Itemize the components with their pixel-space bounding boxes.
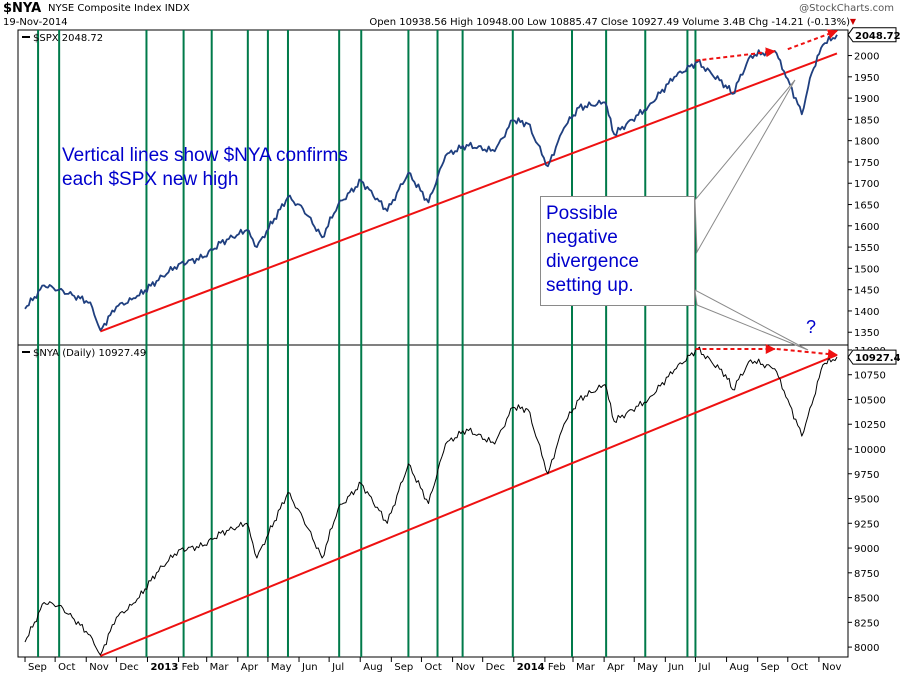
x-tick-label: Jun [301,662,318,673]
y-tick-label: 9250 [854,519,879,530]
brand-logo: @StockCharts.com [799,3,894,14]
symbol: $NYA [3,1,42,16]
y-tick-label: 1350 [854,328,879,339]
y-tick-label: 9750 [854,470,879,481]
x-tick-label: Dec [119,662,138,673]
y-tick-label: 1550 [854,243,879,254]
x-tick-label: Dec [486,662,505,673]
y-tick-label: 1800 [854,137,879,148]
x-tick-label: 2014 [517,662,545,673]
chart-header: $NYA NYSE Composite Index INDX 19-Nov-20… [0,0,900,30]
legend-label: $NYA (Daily) 10927.49 [33,348,146,359]
y-tick-label: 1900 [854,94,879,105]
ohlc-stats: Open 10938.56 High 10948.00 Low 10885.47… [369,17,850,28]
x-tick-label: Oct [424,662,441,673]
y-tick-label: 1750 [854,158,879,169]
y-tick-label: 1700 [854,179,879,190]
last-price-label: 2048.72 [855,31,900,42]
chart-date: 19-Nov-2014 [3,17,68,28]
x-tick-label: Oct [58,662,75,673]
y-tick-label: 1450 [854,286,879,297]
y-tick-label: 10750 [854,371,886,382]
x-tick-label: Aug [363,662,383,673]
y-tick-label: 10250 [854,420,886,431]
callout-pointer-nya [694,289,809,351]
annotation-vertical-lines: Vertical lines show $NYA confirms each $… [62,145,348,190]
divergence-arrow [776,347,838,359]
index-name: NYSE Composite Index INDX [48,3,190,14]
x-tick-label: Apr [241,662,259,673]
x-tick-label: Mar [576,662,596,673]
annotation-question-mark: ? [806,317,817,337]
x-tick-label: Sep [394,662,413,673]
x-tick-label: Nov [89,662,109,673]
trendline [99,52,838,333]
panel-frame-1 [17,344,849,658]
y-tick-label: 9500 [854,495,879,506]
x-tick-label: May [637,662,658,673]
x-tick-label: 2013 [150,662,178,673]
x-tick-label: Jul [331,662,344,673]
last-price-label: 10927.49 [855,353,900,364]
y-tick-label: 1850 [854,115,879,126]
x-tick-label: Nov [456,662,476,673]
x-tick-label: Mar [210,662,230,673]
y-tick-label: 1650 [854,201,879,212]
x-tick-label: Sep [28,662,47,673]
legend-label: $SPX 2048.72 [33,33,103,44]
spx-series-line [24,34,838,331]
last-price-box [847,27,897,43]
x-tick-label: Nov [822,662,842,673]
x-tick-label: Aug [730,662,750,673]
y-tick-label: 1500 [854,264,879,275]
divergence-arrow [695,47,776,62]
y-tick-label: 10000 [854,445,886,456]
y-tick-label: 8000 [854,643,879,654]
y-tick-label: 8500 [854,594,879,605]
x-tick-label: Apr [607,662,625,673]
y-tick-label: 1400 [854,307,879,318]
last-price-box [847,349,897,365]
x-tick-label: Feb [548,662,566,673]
x-tick-label: Feb [182,662,200,673]
callout-pointer-spx [694,79,796,254]
trendline [99,353,838,657]
y-tick-label: 2000 [854,52,879,63]
y-tick-label: 10500 [854,395,886,406]
divergence-arrow [787,29,838,51]
y-tick-label: 9000 [854,544,879,555]
x-tick-label: Jun [667,662,684,673]
down-arrow-icon: ▼ [849,17,856,26]
y-tick-label: 8750 [854,569,879,580]
y-tick-label: 1950 [854,73,879,84]
x-tick-label: Sep [761,662,780,673]
x-tick-label: Oct [791,662,808,673]
nya-series-line [24,346,838,656]
x-tick-label: May [271,662,292,673]
y-tick-label: 8250 [854,618,879,629]
y-tick-label: 1600 [854,222,879,233]
annotation-divergence-box: Possible negative divergence setting up. [540,196,695,306]
x-tick-label: Jul [697,662,710,673]
